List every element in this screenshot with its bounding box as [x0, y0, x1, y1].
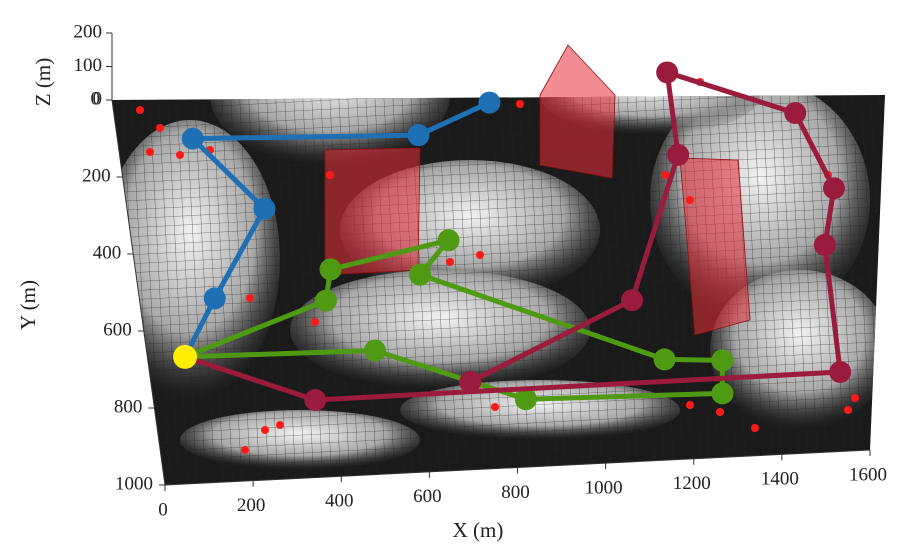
- terrain: [100, 25, 900, 500]
- z-tick-label: 0: [93, 88, 103, 109]
- page: {"chart_data": {"type": "path3d", "xlabe…: [0, 0, 903, 548]
- x-tick-label: 1400: [761, 469, 799, 490]
- x-tick-label: 1600: [849, 464, 887, 485]
- waypoint: [320, 258, 342, 280]
- y-tick-label: 400: [93, 242, 122, 263]
- x-axis-title: X (m): [453, 518, 504, 542]
- waypoint: [654, 348, 676, 370]
- x-tick-label: 1000: [585, 477, 623, 498]
- chart: X (m) Y (m) Z (m) 0200400600800100012001…: [0, 0, 903, 548]
- waypoint: [829, 361, 851, 383]
- waypoint: [204, 287, 226, 309]
- waypoint: [409, 264, 431, 286]
- waypoint: [656, 61, 678, 83]
- waypoint: [408, 124, 430, 146]
- x-tick-label: 800: [501, 482, 530, 503]
- waypoint: [814, 234, 836, 256]
- waypoint: [711, 382, 733, 404]
- x-tick-label: 200: [237, 495, 266, 516]
- x-tick-label: 400: [325, 491, 354, 512]
- waypoint: [182, 128, 204, 150]
- waypoint: [304, 389, 326, 411]
- x-tick-label: 1200: [673, 473, 711, 494]
- waypoint: [438, 229, 460, 251]
- waypoint: [711, 349, 733, 371]
- waypoint: [823, 177, 845, 199]
- z-tick-label: 100: [74, 55, 103, 76]
- y-axis-title: Y (m): [16, 280, 40, 330]
- y-tick-label: 1000: [115, 473, 153, 494]
- x-tick-label: 600: [413, 486, 442, 507]
- y-tick-label: 800: [114, 396, 143, 417]
- waypoint: [667, 144, 689, 166]
- y-tick-label: 200: [82, 165, 111, 186]
- waypoint: [364, 340, 386, 362]
- waypoint: [315, 290, 337, 312]
- x-tick-label: 0: [158, 499, 168, 520]
- waypoint: [253, 198, 275, 220]
- waypoint: [478, 92, 500, 114]
- waypoint: [459, 371, 481, 393]
- z-tick-label: 200: [74, 21, 103, 42]
- start-point: [173, 345, 197, 369]
- y-tick-label: 600: [103, 319, 132, 340]
- waypoint: [621, 289, 643, 311]
- z-axis-title: Z (m): [31, 58, 55, 106]
- waypoint: [784, 102, 806, 124]
